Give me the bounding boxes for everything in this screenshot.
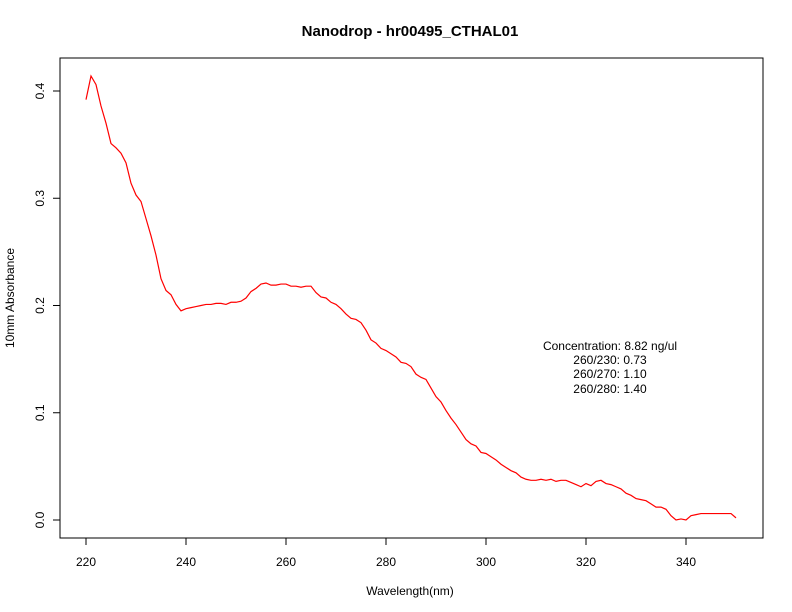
x-tick-label: 300 xyxy=(476,555,496,569)
y-tick-label: 0.3 xyxy=(33,190,47,207)
y-axis-label: 10mm Absorbance xyxy=(3,248,17,348)
ratio-260-230-text: 260/230: 0.73 xyxy=(573,353,647,367)
plot-frame xyxy=(59,57,764,539)
ratio-260-280-text: 260/280: 1.40 xyxy=(573,382,647,396)
concentration-text: Concentration: 8.82 ng/ul xyxy=(543,339,677,353)
stats-annotation: Concentration: 8.82 ng/ul 260/230: 0.73 … xyxy=(543,339,677,396)
x-tick-label: 240 xyxy=(176,555,196,569)
y-tick-label: 0.4 xyxy=(33,82,47,99)
x-axis: 220 240 260 280 300 320 340 xyxy=(76,537,696,569)
absorbance-line xyxy=(85,74,737,521)
y-tick-label: 0.0 xyxy=(33,511,47,528)
x-tick-label: 280 xyxy=(376,555,396,569)
x-tick-label: 220 xyxy=(76,555,96,569)
x-tick-label: 320 xyxy=(576,555,596,569)
x-axis-label: Wavelength(nm) xyxy=(366,584,454,598)
y-tick-label: 0.1 xyxy=(33,404,47,421)
x-tick-label: 260 xyxy=(276,555,296,569)
ratio-260-270-text: 260/270: 1.10 xyxy=(573,367,647,381)
y-tick-label: 0.2 xyxy=(33,297,47,314)
x-tick-label: 340 xyxy=(676,555,696,569)
chart-title: Nanodrop - hr00495_CTHAL01 xyxy=(302,23,519,40)
y-axis: 0.0 0.1 0.2 0.3 0.4 xyxy=(33,82,61,528)
